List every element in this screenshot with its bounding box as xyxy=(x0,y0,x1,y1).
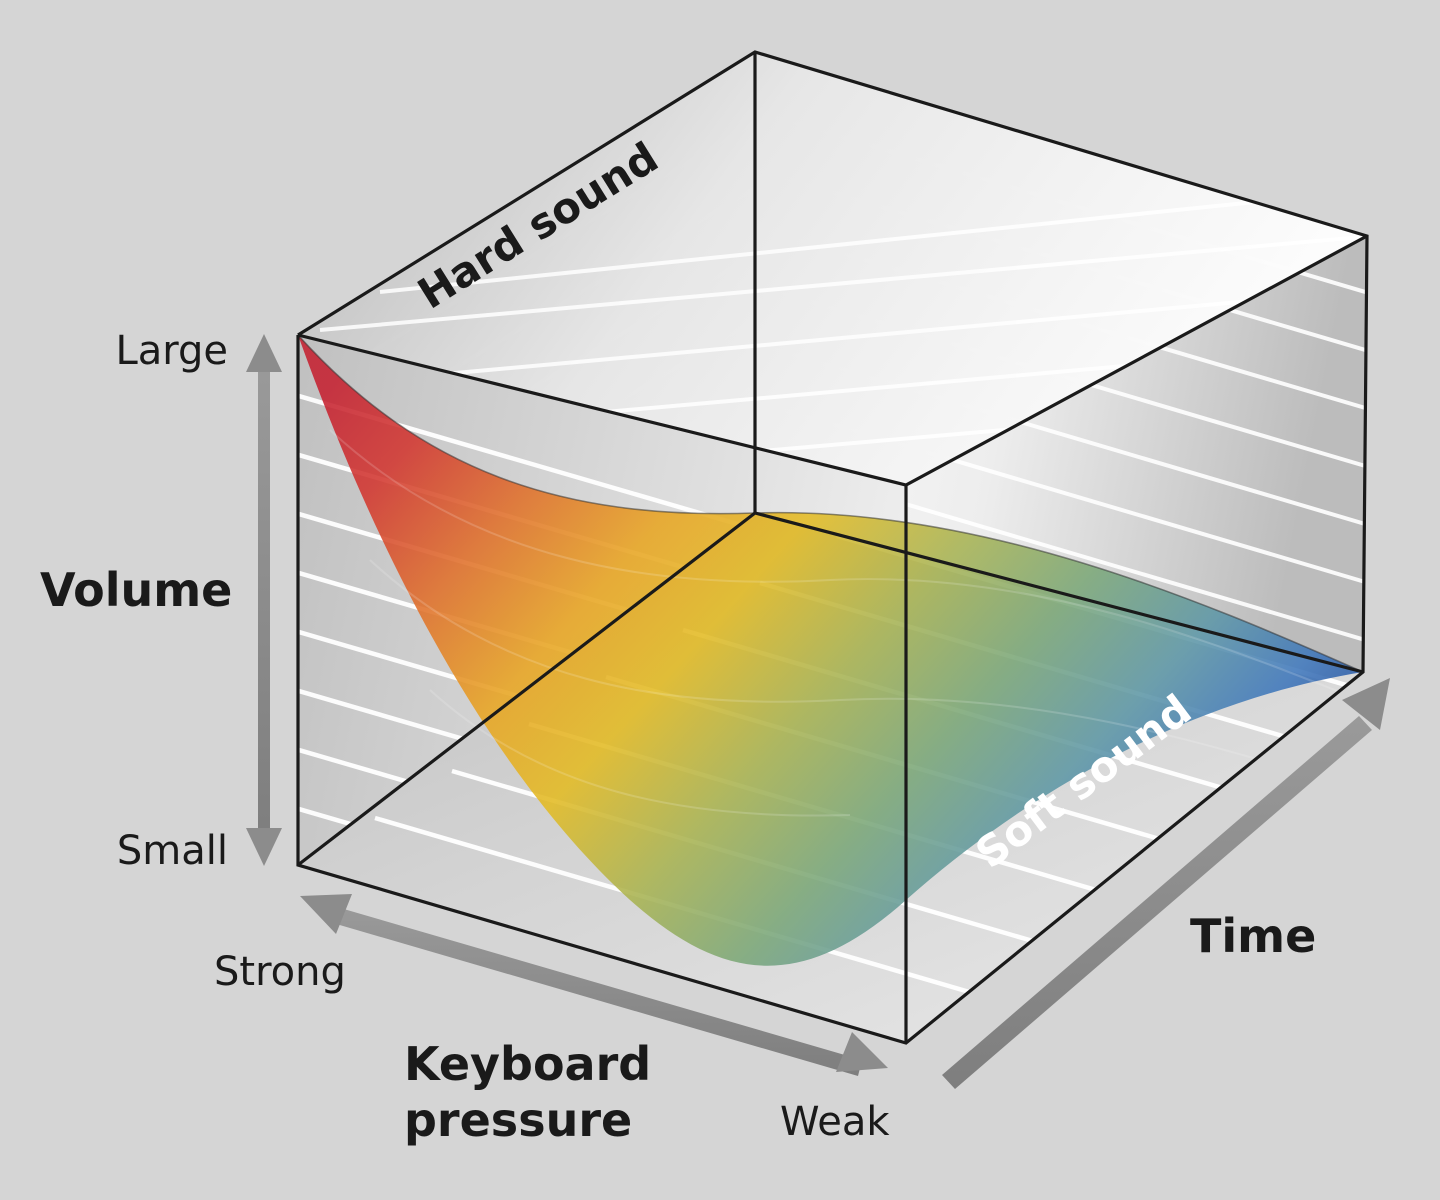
keyboard-pressure-weak-tick-label: Weak xyxy=(780,1099,890,1145)
decay-surface xyxy=(298,334,1364,966)
keyboard-pressure-axis-arrow xyxy=(300,894,888,1076)
volume-axis-label: Volume xyxy=(40,563,232,617)
time-axis-arrow xyxy=(942,678,1390,1089)
volume-axis-arrow xyxy=(246,334,282,866)
axis-labels: Large Small Volume Strong Weak Keyboard … xyxy=(40,328,1316,1147)
axis-arrows xyxy=(246,334,1390,1089)
ceiling-panel xyxy=(298,52,1367,485)
volume-min-tick-label: Small xyxy=(117,828,228,874)
box-edges xyxy=(296,50,1369,1045)
keyboard-pressure-axis-label-line1: Keyboard xyxy=(404,1037,651,1091)
keyboard-pressure-strong-tick-label: Strong xyxy=(214,949,346,995)
time-axis-label: Time xyxy=(1190,909,1316,963)
keyboard-pressure-axis-label-line2: pressure xyxy=(404,1093,632,1147)
volume-max-tick-label: Large xyxy=(115,328,228,374)
decay-surface-shape xyxy=(298,335,1363,966)
